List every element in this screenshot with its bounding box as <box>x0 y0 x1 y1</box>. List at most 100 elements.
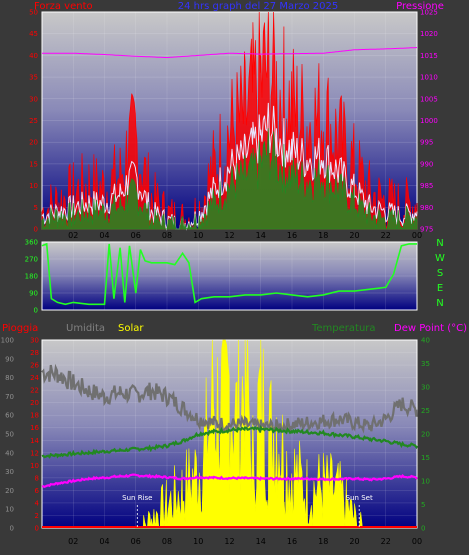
rain-tick-label: 4 <box>35 499 40 507</box>
humidity-tick-label: 20 <box>5 487 14 495</box>
gust_avg-series <box>41 102 418 231</box>
rain-tick-label: 16 <box>30 424 39 432</box>
direction-axis-ticks: 0 90 180 270 360 <box>25 239 38 315</box>
wind-left-tick-label: 0 <box>34 226 38 234</box>
sun-marker-label: Sun Set <box>346 494 373 502</box>
rain-tick-label: 22 <box>30 387 39 395</box>
temperature-series <box>41 425 418 459</box>
x-tick-label: 00 <box>412 231 422 240</box>
x-tick-label: 20 <box>349 231 359 240</box>
direction-series <box>41 242 417 306</box>
x-tick-label: 22 <box>381 231 391 240</box>
humidity-tick-label: 40 <box>5 449 14 457</box>
wind-left-tick-label: 25 <box>29 117 38 125</box>
solar-axis-label: Solar <box>118 323 144 334</box>
temperature-tick-label: 0 <box>421 525 425 533</box>
wind-left-tick-label: 35 <box>29 74 38 82</box>
rain-tick-label: 24 <box>30 374 39 382</box>
wind-left-tick-label: 5 <box>34 204 38 212</box>
humidity-axis-ticks: 0 10 20 30 40 50 60 70 80 90 100 <box>1 337 14 533</box>
temperature-tick-label: 10 <box>421 478 430 486</box>
x-tick-label: 18 <box>318 231 328 240</box>
rain-tick-label: 12 <box>30 449 39 457</box>
wind-series <box>41 11 418 231</box>
humidity-tick-label: 0 <box>10 525 14 533</box>
pressure-tick-label: 1010 <box>420 74 438 82</box>
x-tick-label: 10 <box>193 231 203 240</box>
wind-left-axis-ticks: 0 5 10 15 20 25 30 35 40 45 50 <box>29 9 38 234</box>
humidity-tick-label: 50 <box>5 431 14 439</box>
dew-point-axis-label: Dew Point (°C) <box>394 323 467 334</box>
temperature-tick-label: 25 <box>421 407 430 415</box>
humidity-tick-label: 70 <box>5 393 14 401</box>
wind-left-tick-label: 15 <box>29 160 38 168</box>
x-tick-label: 04 <box>99 231 109 240</box>
pressure-tick-label: 980 <box>420 204 433 212</box>
rain-tick-label: 8 <box>35 474 39 482</box>
rain-tick-label: 2 <box>35 512 39 520</box>
temperature-tick-label: 15 <box>421 454 430 462</box>
sun-marker-label: Sun Rise <box>122 494 152 502</box>
sun-annotations: Sun Rise Sun Set <box>122 494 373 528</box>
wind-chart-title: 24 hrs graph del 27 Marzo 2025 <box>178 1 338 12</box>
x-tick-label: 06 <box>131 537 141 546</box>
pressure-tick-label: 1015 <box>420 52 438 60</box>
x-tick-label: 18 <box>318 537 328 546</box>
direction-series <box>41 242 417 306</box>
x-tick-label: 14 <box>256 537 266 546</box>
rain-tick-label: 14 <box>30 437 39 445</box>
wind-left-tick-label: 10 <box>29 182 38 190</box>
x-tick-label: 06 <box>131 231 141 240</box>
temperature-axis-label: Temperatura <box>311 323 376 334</box>
wind_avg-series <box>41 128 418 231</box>
pressure-tick-label: 985 <box>420 182 433 190</box>
humidity-tick-label: 100 <box>1 337 14 345</box>
rain-axis-label: Pioggia <box>2 323 38 334</box>
pressure-tick-label: 990 <box>420 160 433 168</box>
x-tick-label: 02 <box>68 231 78 240</box>
x-tick-label: 12 <box>224 537 234 546</box>
x-tick-label: 22 <box>381 537 391 546</box>
temperature-axis-ticks: 0 5 10 15 20 25 30 35 40 <box>421 337 430 533</box>
rain-tick-label: 28 <box>30 349 39 357</box>
pressure-tick-label: 1000 <box>420 117 438 125</box>
humidity-tick-label: 60 <box>5 412 14 420</box>
pressure-tick-label: 975 <box>420 226 433 234</box>
weather-x-axis-ticks: 02 04 06 08 10 12 14 16 18 20 22 00 <box>68 537 422 546</box>
compass-label: N <box>436 238 443 249</box>
temperature-tick-label: 35 <box>421 360 430 368</box>
direction-tick-label: 90 <box>29 290 38 298</box>
dew-point-series <box>41 473 418 488</box>
humidity-tick-label: 10 <box>5 506 14 514</box>
direction-tick-label: 0 <box>34 307 38 315</box>
temperature-tick-label: 30 <box>421 384 430 392</box>
humidity-tick-label: 80 <box>5 374 14 382</box>
x-tick-label: 08 <box>162 537 172 546</box>
rain-tick-label: 30 <box>30 337 39 345</box>
x-tick-label: 00 <box>412 537 422 546</box>
weather-panel: Pioggia Umidita Solar Temperatura Dew Po… <box>1 323 467 546</box>
humidity-series <box>41 363 419 434</box>
humidity-tick-label: 30 <box>5 468 14 476</box>
direction-tick-label: 180 <box>25 273 38 281</box>
wind-series <box>41 11 418 231</box>
wind-axis-label: Forza vento <box>34 1 93 12</box>
wind-left-tick-label: 50 <box>29 9 38 17</box>
wind-right-axis-ticks: 975 980 985 990 995 1000 1005 1010 1015 1020 1025 <box>420 9 438 234</box>
weather-series <box>41 339 419 529</box>
temperature-tick-label: 5 <box>421 501 425 509</box>
pressure-series <box>42 47 417 59</box>
pressure-tick-label: 1020 <box>420 30 438 38</box>
temperature-tick-label: 20 <box>421 431 430 439</box>
wind-left-tick-label: 45 <box>29 30 38 38</box>
pressure-tick-label: 995 <box>420 139 433 147</box>
wind-left-tick-label: 40 <box>29 52 38 60</box>
humidity-tick-label: 90 <box>5 355 14 363</box>
wind-x-axis-ticks: 02 04 06 08 10 12 14 16 18 20 22 00 <box>68 231 422 240</box>
compass-label: N <box>436 298 443 309</box>
